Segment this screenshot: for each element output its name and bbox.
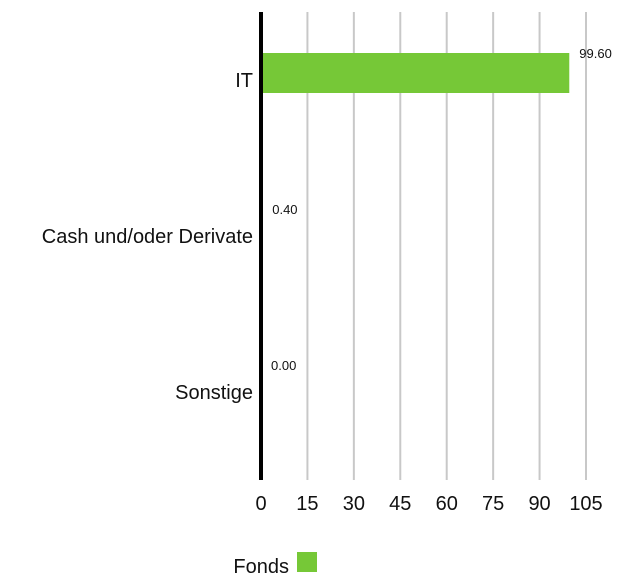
x-tick-label: 75 xyxy=(482,493,504,515)
labels: 0 15 30 45 60 75 90 105 IT 99.60 Cash und/oder Der… xyxy=(42,46,612,515)
x-tick-label: 0 xyxy=(255,493,266,515)
category-label: Cash und/oder Derivate xyxy=(42,226,253,248)
x-tick-label: 105 xyxy=(569,493,602,515)
x-tick-label: 90 xyxy=(528,493,550,515)
x-tick-label: 15 xyxy=(296,493,318,515)
value-label: 99.60 xyxy=(579,46,612,61)
legend-label: Fonds xyxy=(233,556,289,575)
x-tick-label: 45 xyxy=(389,493,411,515)
value-label: 0.00 xyxy=(271,358,296,373)
value-label: 0.40 xyxy=(272,202,297,217)
bar-0 xyxy=(261,53,570,93)
category-label: IT xyxy=(235,70,253,92)
x-tick-label: 60 xyxy=(436,493,458,515)
category-label: Sonstige xyxy=(175,382,253,404)
legend: Fonds xyxy=(233,552,317,575)
legend-swatch xyxy=(297,552,317,572)
x-tick-label: 30 xyxy=(343,493,365,515)
